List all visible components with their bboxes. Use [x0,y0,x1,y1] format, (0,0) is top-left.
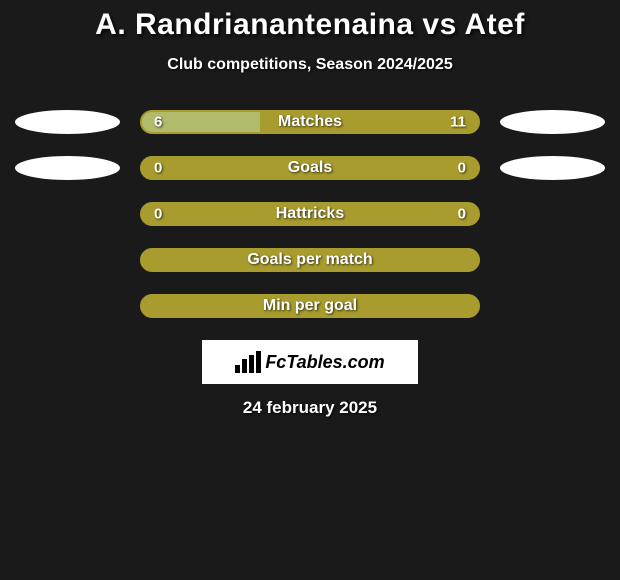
date-label: 24 february 2025 [0,398,620,418]
stat-row: 611Matches [0,110,620,134]
stat-label: Goals per match [142,251,478,269]
bar-chart-icon [235,351,261,373]
stat-row: 00Goals [0,156,620,180]
player-left-badge [15,156,120,180]
stat-row: Min per goal [0,294,620,318]
page-title: A. Randrianantenaina vs Atef [0,8,620,42]
comparison-panel: A. Randrianantenaina vs Atef Club compet… [0,0,620,418]
subtitle: Club competitions, Season 2024/2025 [0,56,620,74]
stat-row: Goals per match [0,248,620,272]
stat-bar: 00Goals [140,156,480,180]
stat-row: 00Hattricks [0,202,620,226]
player-right-badge [500,110,605,134]
stat-label: Hattricks [142,205,478,223]
stat-bar: 611Matches [140,110,480,134]
stat-rows: 611Matches 00Goals 00Hattricks Goals per ma… [0,110,620,318]
stat-label: Matches [142,113,478,131]
stat-bar: Goals per match [140,248,480,272]
stat-label: Min per goal [142,297,478,315]
stat-bar: 00Hattricks [140,202,480,226]
stat-label: Goals [142,159,478,177]
logo-box[interactable]: FcTables.com [202,340,418,384]
logo-text: FcTables.com [265,352,384,373]
stat-bar: Min per goal [140,294,480,318]
player-right-badge [500,156,605,180]
player-left-badge [15,110,120,134]
